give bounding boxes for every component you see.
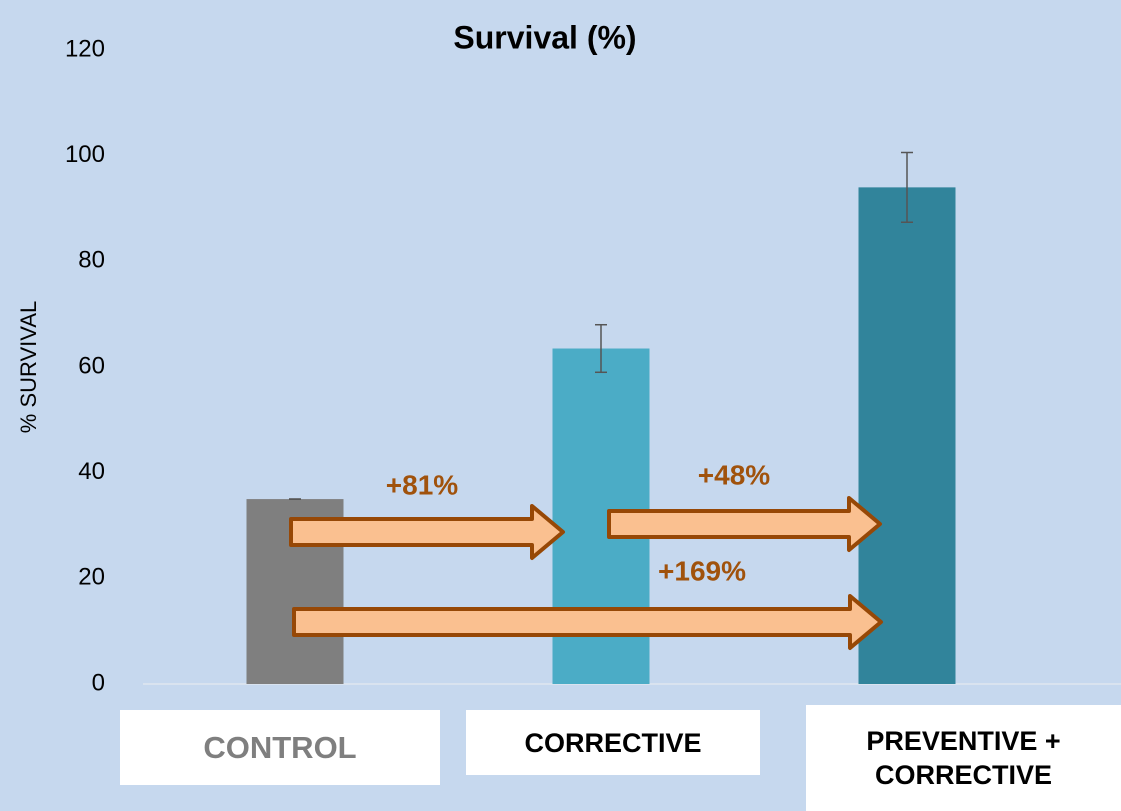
arrow (289, 504, 565, 560)
x-tick-label: PREVENTIVE + CORRECTIVE (806, 705, 1121, 811)
arrows (289, 496, 883, 650)
error-bar (901, 151, 913, 223)
x-tick-label: CONTROL (120, 710, 440, 785)
y-tick-label: 120 (65, 35, 105, 62)
y-tick-label: 60 (78, 352, 105, 379)
annotation: +81% (386, 469, 458, 500)
y-tick-label: 80 (78, 247, 105, 274)
y-tick-label: 20 (78, 564, 105, 591)
y-tick-label: 40 (78, 458, 105, 485)
y-tick-label: 100 (65, 141, 105, 168)
annotation: +48% (698, 459, 770, 490)
chart-title: Survival (%) (453, 19, 636, 55)
y-tick-label: 0 (92, 669, 105, 696)
arrow (607, 496, 882, 552)
bar (858, 187, 956, 684)
arrow (292, 594, 883, 650)
x-tick-label: CORRECTIVE (466, 710, 760, 775)
error-bar (595, 323, 607, 374)
annotation: +169% (658, 555, 746, 586)
y-axis-label: % SURVIVAL (16, 301, 41, 433)
